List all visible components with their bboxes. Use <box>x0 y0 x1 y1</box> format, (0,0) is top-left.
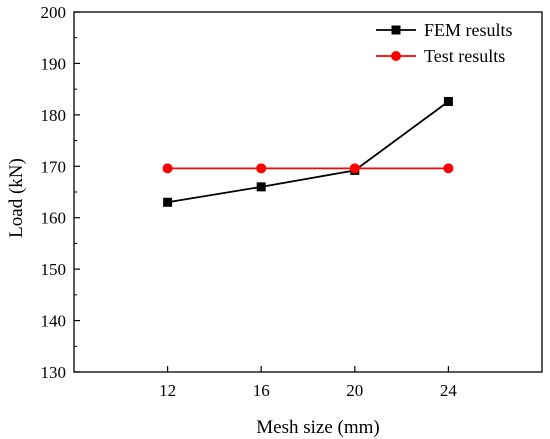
legend-label: Test results <box>424 46 505 66</box>
series-1 <box>163 96 453 207</box>
legend-marker <box>391 25 401 35</box>
x-tick-label: 24 <box>440 381 458 400</box>
x-axis-title: Mesh size (mm) <box>256 417 379 438</box>
data-point <box>256 163 267 174</box>
x-tick-label: 12 <box>159 381 176 400</box>
y-tick-label: 150 <box>41 260 67 279</box>
y-tick-label: 140 <box>41 312 67 331</box>
x-tick-label: 20 <box>346 381 363 400</box>
y-axis-title: Load (kN) <box>6 158 27 238</box>
plot-frame <box>73 11 543 373</box>
y-tick-label: 160 <box>41 209 67 228</box>
x-tick-label: 16 <box>253 381 270 400</box>
legend-marker <box>391 51 401 61</box>
y-tick-label: 190 <box>41 54 67 73</box>
axes: 130 140 150 160 170 180 190 200 12 16 20 24 <box>41 3 543 400</box>
legend-item: FEM results <box>376 20 513 40</box>
y-tick-label: 200 <box>41 3 67 22</box>
y-tick-label: 130 <box>41 363 67 382</box>
series-2 <box>162 163 454 174</box>
data-point <box>162 163 173 174</box>
y-tick-label: 180 <box>41 106 67 125</box>
legend-item: Test results <box>376 46 505 66</box>
series-layer <box>162 96 454 207</box>
legend-label: FEM results <box>424 20 513 40</box>
data-point <box>443 96 453 106</box>
data-point <box>163 197 173 207</box>
data-point <box>443 163 454 174</box>
data-point <box>349 163 360 174</box>
legend: FEM results Test results <box>376 20 513 66</box>
y-tick-label: 170 <box>41 157 67 176</box>
data-point <box>256 182 266 192</box>
series-line <box>167 100 449 204</box>
